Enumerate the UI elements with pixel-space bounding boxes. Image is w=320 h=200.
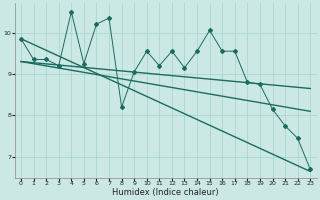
X-axis label: Humidex (Indice chaleur): Humidex (Indice chaleur) bbox=[112, 188, 219, 197]
